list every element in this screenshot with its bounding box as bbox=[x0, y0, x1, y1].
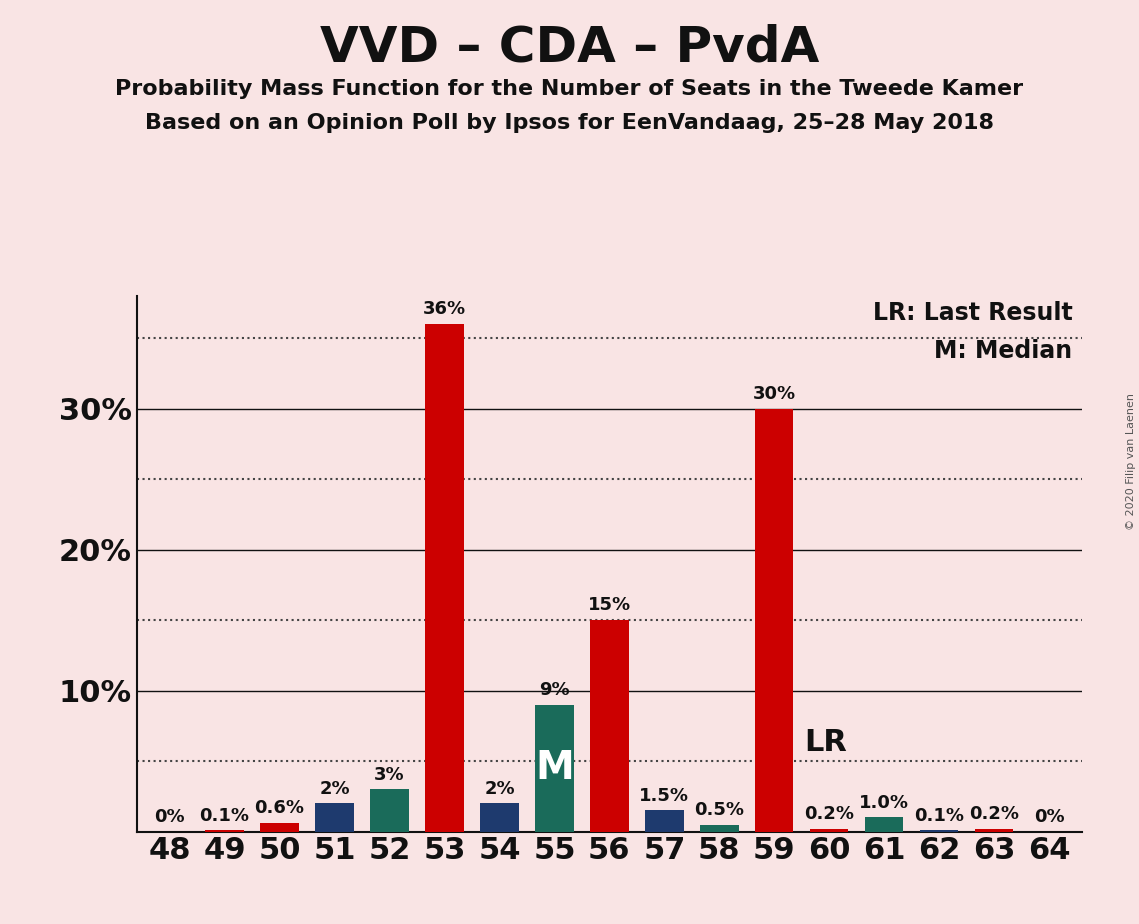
Text: 0%: 0% bbox=[155, 808, 185, 826]
Bar bbox=[810, 829, 849, 832]
Bar bbox=[425, 324, 464, 832]
Text: 15%: 15% bbox=[588, 596, 631, 614]
Text: 1.5%: 1.5% bbox=[639, 787, 689, 805]
Text: 9%: 9% bbox=[539, 681, 570, 699]
Bar bbox=[865, 818, 903, 832]
Text: 2%: 2% bbox=[319, 780, 350, 797]
Text: 0%: 0% bbox=[1034, 808, 1064, 826]
Bar bbox=[481, 803, 518, 832]
Text: LR: LR bbox=[804, 728, 847, 757]
Text: 2%: 2% bbox=[484, 780, 515, 797]
Text: 0.5%: 0.5% bbox=[695, 801, 744, 819]
Text: 1.0%: 1.0% bbox=[859, 794, 909, 812]
Bar bbox=[645, 810, 683, 832]
Text: 3%: 3% bbox=[375, 766, 404, 784]
Bar bbox=[261, 823, 298, 832]
Text: 0.1%: 0.1% bbox=[915, 807, 964, 824]
Text: 0.2%: 0.2% bbox=[969, 805, 1019, 823]
Text: © 2020 Filip van Laenen: © 2020 Filip van Laenen bbox=[1126, 394, 1136, 530]
Text: 36%: 36% bbox=[423, 300, 466, 318]
Bar bbox=[370, 789, 409, 832]
Bar bbox=[920, 830, 958, 832]
Text: VVD – CDA – PvdA: VVD – CDA – PvdA bbox=[320, 23, 819, 71]
Bar bbox=[205, 830, 244, 832]
Text: Probability Mass Function for the Number of Seats in the Tweede Kamer: Probability Mass Function for the Number… bbox=[115, 79, 1024, 99]
Text: 30%: 30% bbox=[753, 385, 796, 403]
Bar bbox=[975, 829, 1014, 832]
Text: M: Median: M: Median bbox=[934, 338, 1073, 362]
Bar bbox=[316, 803, 354, 832]
Text: 0.6%: 0.6% bbox=[255, 799, 304, 818]
Bar bbox=[700, 824, 738, 832]
Bar bbox=[535, 705, 574, 832]
Text: 0.1%: 0.1% bbox=[199, 807, 249, 824]
Bar bbox=[590, 620, 629, 832]
Text: Based on an Opinion Poll by Ipsos for EenVandaag, 25–28 May 2018: Based on an Opinion Poll by Ipsos for Ee… bbox=[145, 113, 994, 133]
Text: M: M bbox=[535, 749, 574, 787]
Text: 0.2%: 0.2% bbox=[804, 805, 854, 823]
Bar bbox=[755, 408, 794, 832]
Text: LR: Last Result: LR: Last Result bbox=[872, 301, 1073, 325]
